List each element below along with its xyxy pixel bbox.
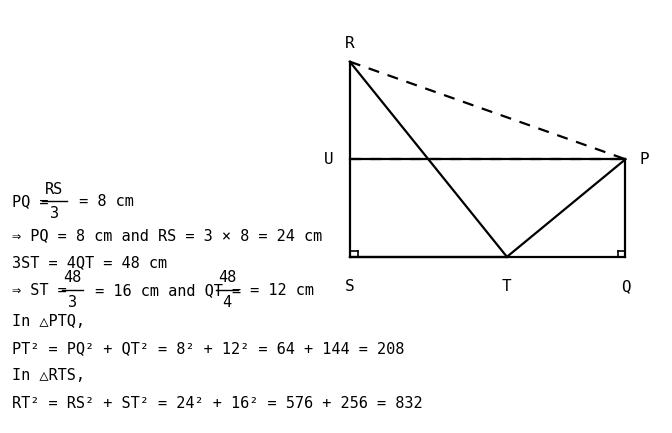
Text: ⇒ ST =: ⇒ ST = <box>12 283 76 297</box>
Text: ⇒ PQ = 8 cm and RS = 3 × 8 = 24 cm: ⇒ PQ = 8 cm and RS = 3 × 8 = 24 cm <box>12 229 323 243</box>
Text: T: T <box>502 279 512 294</box>
Text: = 16 cm and QT =: = 16 cm and QT = <box>86 283 250 297</box>
Text: PT² = PQ² + QT² = 8² + 12² = 64 + 144 = 208: PT² = PQ² + QT² = 8² + 12² = 64 + 144 = … <box>12 341 405 355</box>
Text: 4: 4 <box>222 295 232 310</box>
Text: P: P <box>639 152 649 167</box>
Text: In △PTQ,: In △PTQ, <box>12 314 85 329</box>
Text: 3: 3 <box>68 295 77 310</box>
Text: 3ST = 4QT = 48 cm: 3ST = 4QT = 48 cm <box>12 255 167 270</box>
Text: RS: RS <box>45 182 64 197</box>
Text: RT² = RS² + ST² = 24² + 16² = 576 + 256 = 832: RT² = RS² + ST² = 24² + 16² = 576 + 256 … <box>12 396 423 411</box>
Text: PQ =: PQ = <box>12 194 58 209</box>
Text: 3: 3 <box>50 206 59 221</box>
Text: U: U <box>324 152 333 167</box>
Text: Q: Q <box>621 279 630 294</box>
Text: S: S <box>345 279 355 294</box>
Text: = 12 cm: = 12 cm <box>241 283 314 297</box>
Text: 48: 48 <box>218 271 237 285</box>
Text: = 8 cm: = 8 cm <box>70 194 134 209</box>
Text: 48: 48 <box>63 271 82 285</box>
Text: In △RTS,: In △RTS, <box>12 368 85 383</box>
Text: R: R <box>345 36 355 51</box>
